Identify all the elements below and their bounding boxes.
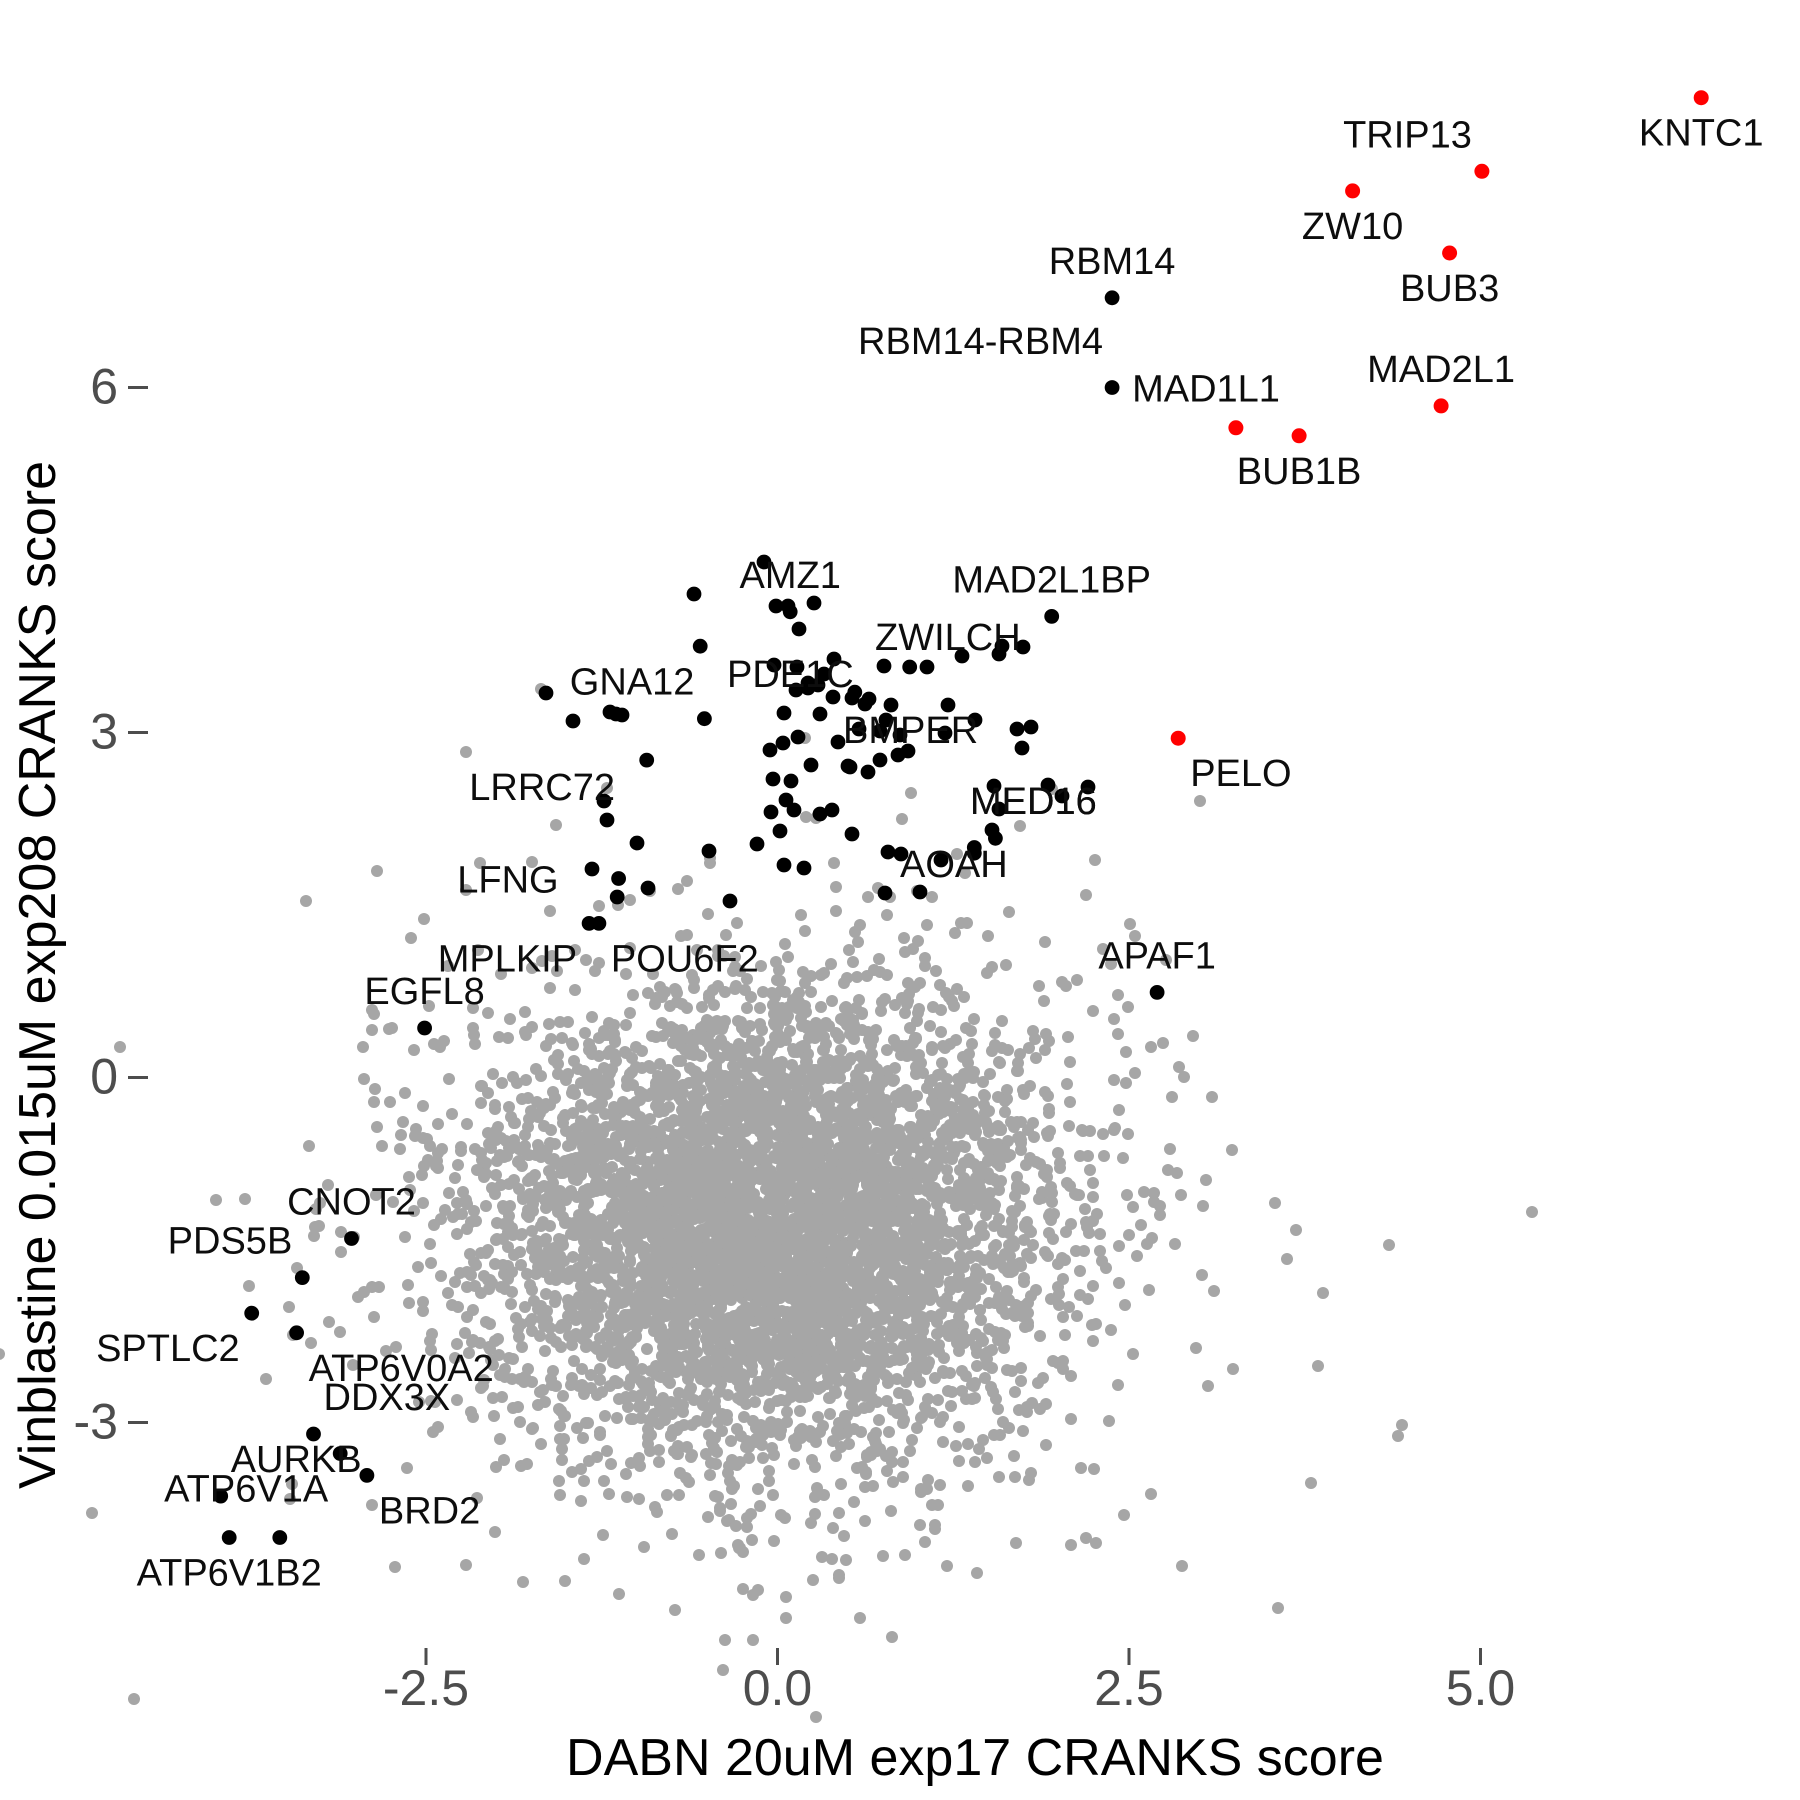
svg-text:GNA12: GNA12 (570, 662, 695, 704)
svg-text:DABN 20uM exp17 CRANKS score: DABN 20uM exp17 CRANKS score (566, 1729, 1384, 1787)
svg-text:RBM14-RBM4: RBM14-RBM4 (858, 321, 1103, 363)
svg-text:TRIP13: TRIP13 (1343, 114, 1472, 156)
svg-text:ZWILCH: ZWILCH (875, 617, 1021, 659)
svg-text:MED16: MED16 (970, 781, 1097, 823)
svg-text:BUB1B: BUB1B (1237, 451, 1362, 493)
svg-text:SPTLC2: SPTLC2 (96, 1328, 240, 1370)
svg-text:2.5: 2.5 (1094, 1660, 1164, 1716)
svg-text:PDE1C: PDE1C (727, 654, 854, 696)
svg-text:0.0: 0.0 (743, 1660, 813, 1716)
svg-text:PELO: PELO (1190, 753, 1291, 795)
svg-text:BUB3: BUB3 (1400, 268, 1499, 310)
svg-text:RBM14: RBM14 (1049, 241, 1176, 283)
svg-text:BMPER: BMPER (843, 710, 978, 752)
svg-text:MAD2L1BP: MAD2L1BP (952, 559, 1151, 601)
svg-text:PDS5B: PDS5B (168, 1221, 293, 1263)
svg-text:AOAH: AOAH (900, 844, 1008, 886)
svg-text:5.0: 5.0 (1446, 1660, 1516, 1716)
svg-text:6: 6 (90, 359, 118, 415)
svg-text:EGFL8: EGFL8 (364, 971, 484, 1013)
svg-text:3: 3 (90, 704, 118, 760)
svg-text:APAF1: APAF1 (1098, 935, 1216, 977)
svg-text:MAD2L1: MAD2L1 (1367, 349, 1515, 391)
svg-text:Vinblastine 0.015uM exp208 CRA: Vinblastine 0.015uM exp208 CRANKS score (9, 461, 67, 1489)
svg-text:ZW10: ZW10 (1302, 206, 1403, 248)
svg-text:DDX3X: DDX3X (324, 1377, 451, 1419)
svg-text:-3: -3 (74, 1394, 118, 1450)
svg-text:BRD2: BRD2 (379, 1490, 480, 1532)
svg-text:-2.5: -2.5 (383, 1660, 469, 1716)
svg-text:ATP6V1B2: ATP6V1B2 (137, 1553, 322, 1595)
svg-text:LFNG: LFNG (457, 860, 558, 902)
svg-text:LRRC72: LRRC72 (469, 767, 615, 809)
svg-text:AURKB: AURKB (231, 1439, 362, 1481)
svg-text:0: 0 (90, 1049, 118, 1105)
svg-text:AMZ1: AMZ1 (740, 555, 841, 597)
svg-text:KNTC1: KNTC1 (1639, 113, 1764, 155)
svg-text:POU6F2: POU6F2 (611, 938, 759, 980)
svg-text:MAD1L1: MAD1L1 (1132, 369, 1280, 411)
svg-text:CNOT2: CNOT2 (287, 1182, 416, 1224)
